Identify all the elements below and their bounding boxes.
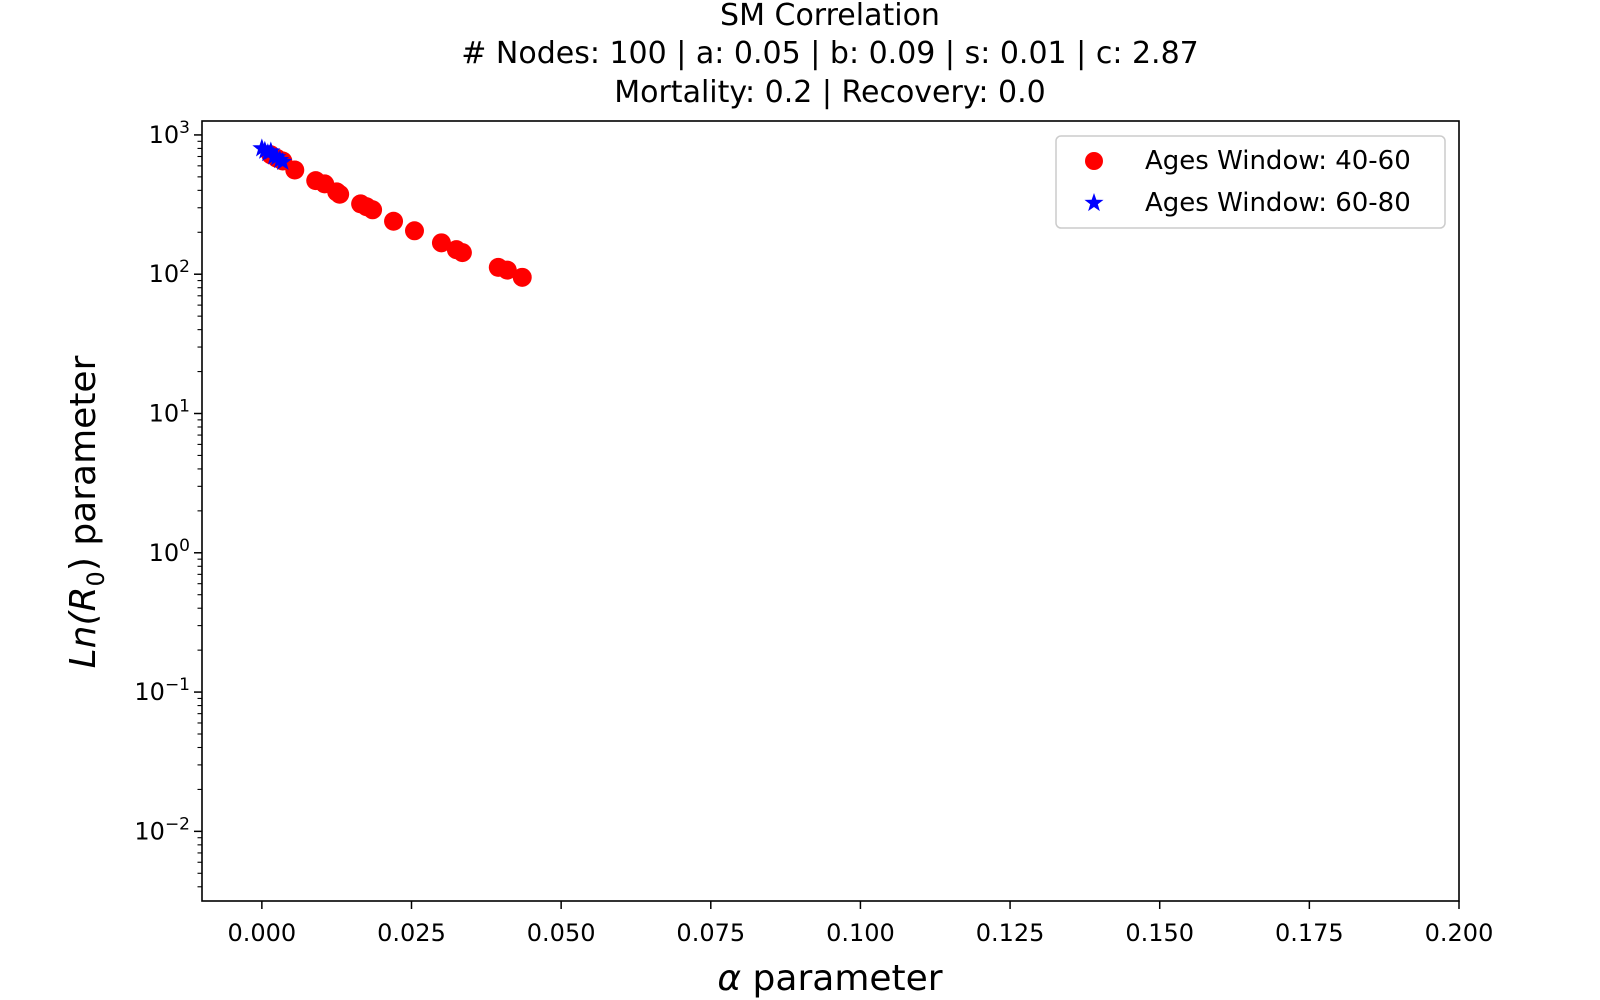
legend-label-series-2: Ages Window: 60-80 bbox=[1145, 188, 1411, 218]
data-point-circle bbox=[497, 260, 517, 280]
y-axis-label-main: Ln(R bbox=[63, 586, 104, 668]
y-tick-label-base: 10 bbox=[149, 260, 180, 288]
data-point-star bbox=[261, 141, 281, 160]
y-tick-label: 100 bbox=[149, 536, 190, 567]
x-tick-label: 0.050 bbox=[527, 919, 596, 947]
y-tick-label-exponent: −1 bbox=[165, 675, 190, 695]
data-point-star bbox=[252, 138, 272, 157]
y-axis-label-tail: ) parameter bbox=[63, 355, 104, 571]
x-tick-label: 0.125 bbox=[976, 919, 1045, 947]
x-axis-label-text: parameter bbox=[741, 958, 943, 999]
scatter-points bbox=[252, 138, 532, 287]
chart-subtitle-line-2: Mortality: 0.2 | Recovery: 0.0 bbox=[614, 75, 1046, 110]
y-tick-label: 10−1 bbox=[134, 675, 190, 706]
y-tick-label-exponent: −2 bbox=[165, 814, 190, 834]
x-tick-label: 0.075 bbox=[676, 919, 745, 947]
legend-marker-circle bbox=[1085, 152, 1103, 170]
legend-label-series-1: Ages Window: 40-60 bbox=[1145, 146, 1411, 176]
x-tick-label: 0.025 bbox=[377, 919, 446, 947]
y-tick-label: 103 bbox=[149, 118, 190, 149]
y-tick-label-exponent: 0 bbox=[179, 536, 190, 556]
y-tick-label-base: 10 bbox=[149, 539, 180, 567]
data-point-circle bbox=[363, 200, 383, 220]
x-tick-label: 0.000 bbox=[227, 919, 296, 947]
data-point-star bbox=[267, 147, 287, 166]
y-tick-label: 101 bbox=[149, 397, 190, 428]
y-tick-label-base: 10 bbox=[134, 678, 165, 706]
data-point-circle bbox=[452, 243, 472, 263]
chart-subtitle-line-1: # Nodes: 100 | a: 0.05 | b: 0.09 | s: 0.… bbox=[461, 36, 1199, 71]
y-tick-label-base: 10 bbox=[149, 400, 180, 428]
legend: Ages Window: 40-60 Ages Window: 60-80 bbox=[1055, 135, 1446, 229]
x-tick-label: 0.150 bbox=[1125, 919, 1194, 947]
x-axis-label: α parameter bbox=[717, 958, 942, 999]
plot-area-frame bbox=[201, 120, 1460, 902]
legend-marker-star bbox=[1084, 193, 1104, 212]
data-point-circle bbox=[285, 160, 305, 180]
y-axis-label: Ln(R0) parameter bbox=[63, 355, 110, 668]
x-tick-label: 0.175 bbox=[1275, 919, 1344, 947]
x-axis-ticks: 0.000 0.025 0.050 0.075 0.100 0.125 0.150 0.175… bbox=[227, 901, 1493, 947]
legend-box bbox=[1055, 135, 1446, 229]
y-axis-label-subscript: 0 bbox=[82, 571, 110, 586]
x-axis-label-symbol: α bbox=[717, 958, 741, 999]
data-point-circle bbox=[431, 233, 451, 253]
x-tick-label: 0.100 bbox=[826, 919, 895, 947]
data-point-circle bbox=[384, 211, 404, 231]
chart-title: SM Correlation bbox=[720, 0, 940, 33]
y-tick-label: 102 bbox=[149, 257, 190, 288]
y-tick-label-base: 10 bbox=[134, 817, 165, 845]
data-point-star bbox=[273, 151, 293, 171]
data-point-circle bbox=[404, 221, 424, 241]
data-point-circle bbox=[512, 267, 532, 287]
y-tick-label-base: 10 bbox=[149, 121, 180, 149]
y-tick-label: 10−2 bbox=[134, 814, 190, 845]
x-tick-label: 0.200 bbox=[1425, 919, 1494, 947]
data-point-circle bbox=[330, 184, 350, 204]
y-tick-label-exponent: 2 bbox=[179, 257, 190, 277]
y-tick-label-exponent: 1 bbox=[179, 397, 190, 417]
y-tick-label-exponent: 3 bbox=[179, 118, 190, 138]
